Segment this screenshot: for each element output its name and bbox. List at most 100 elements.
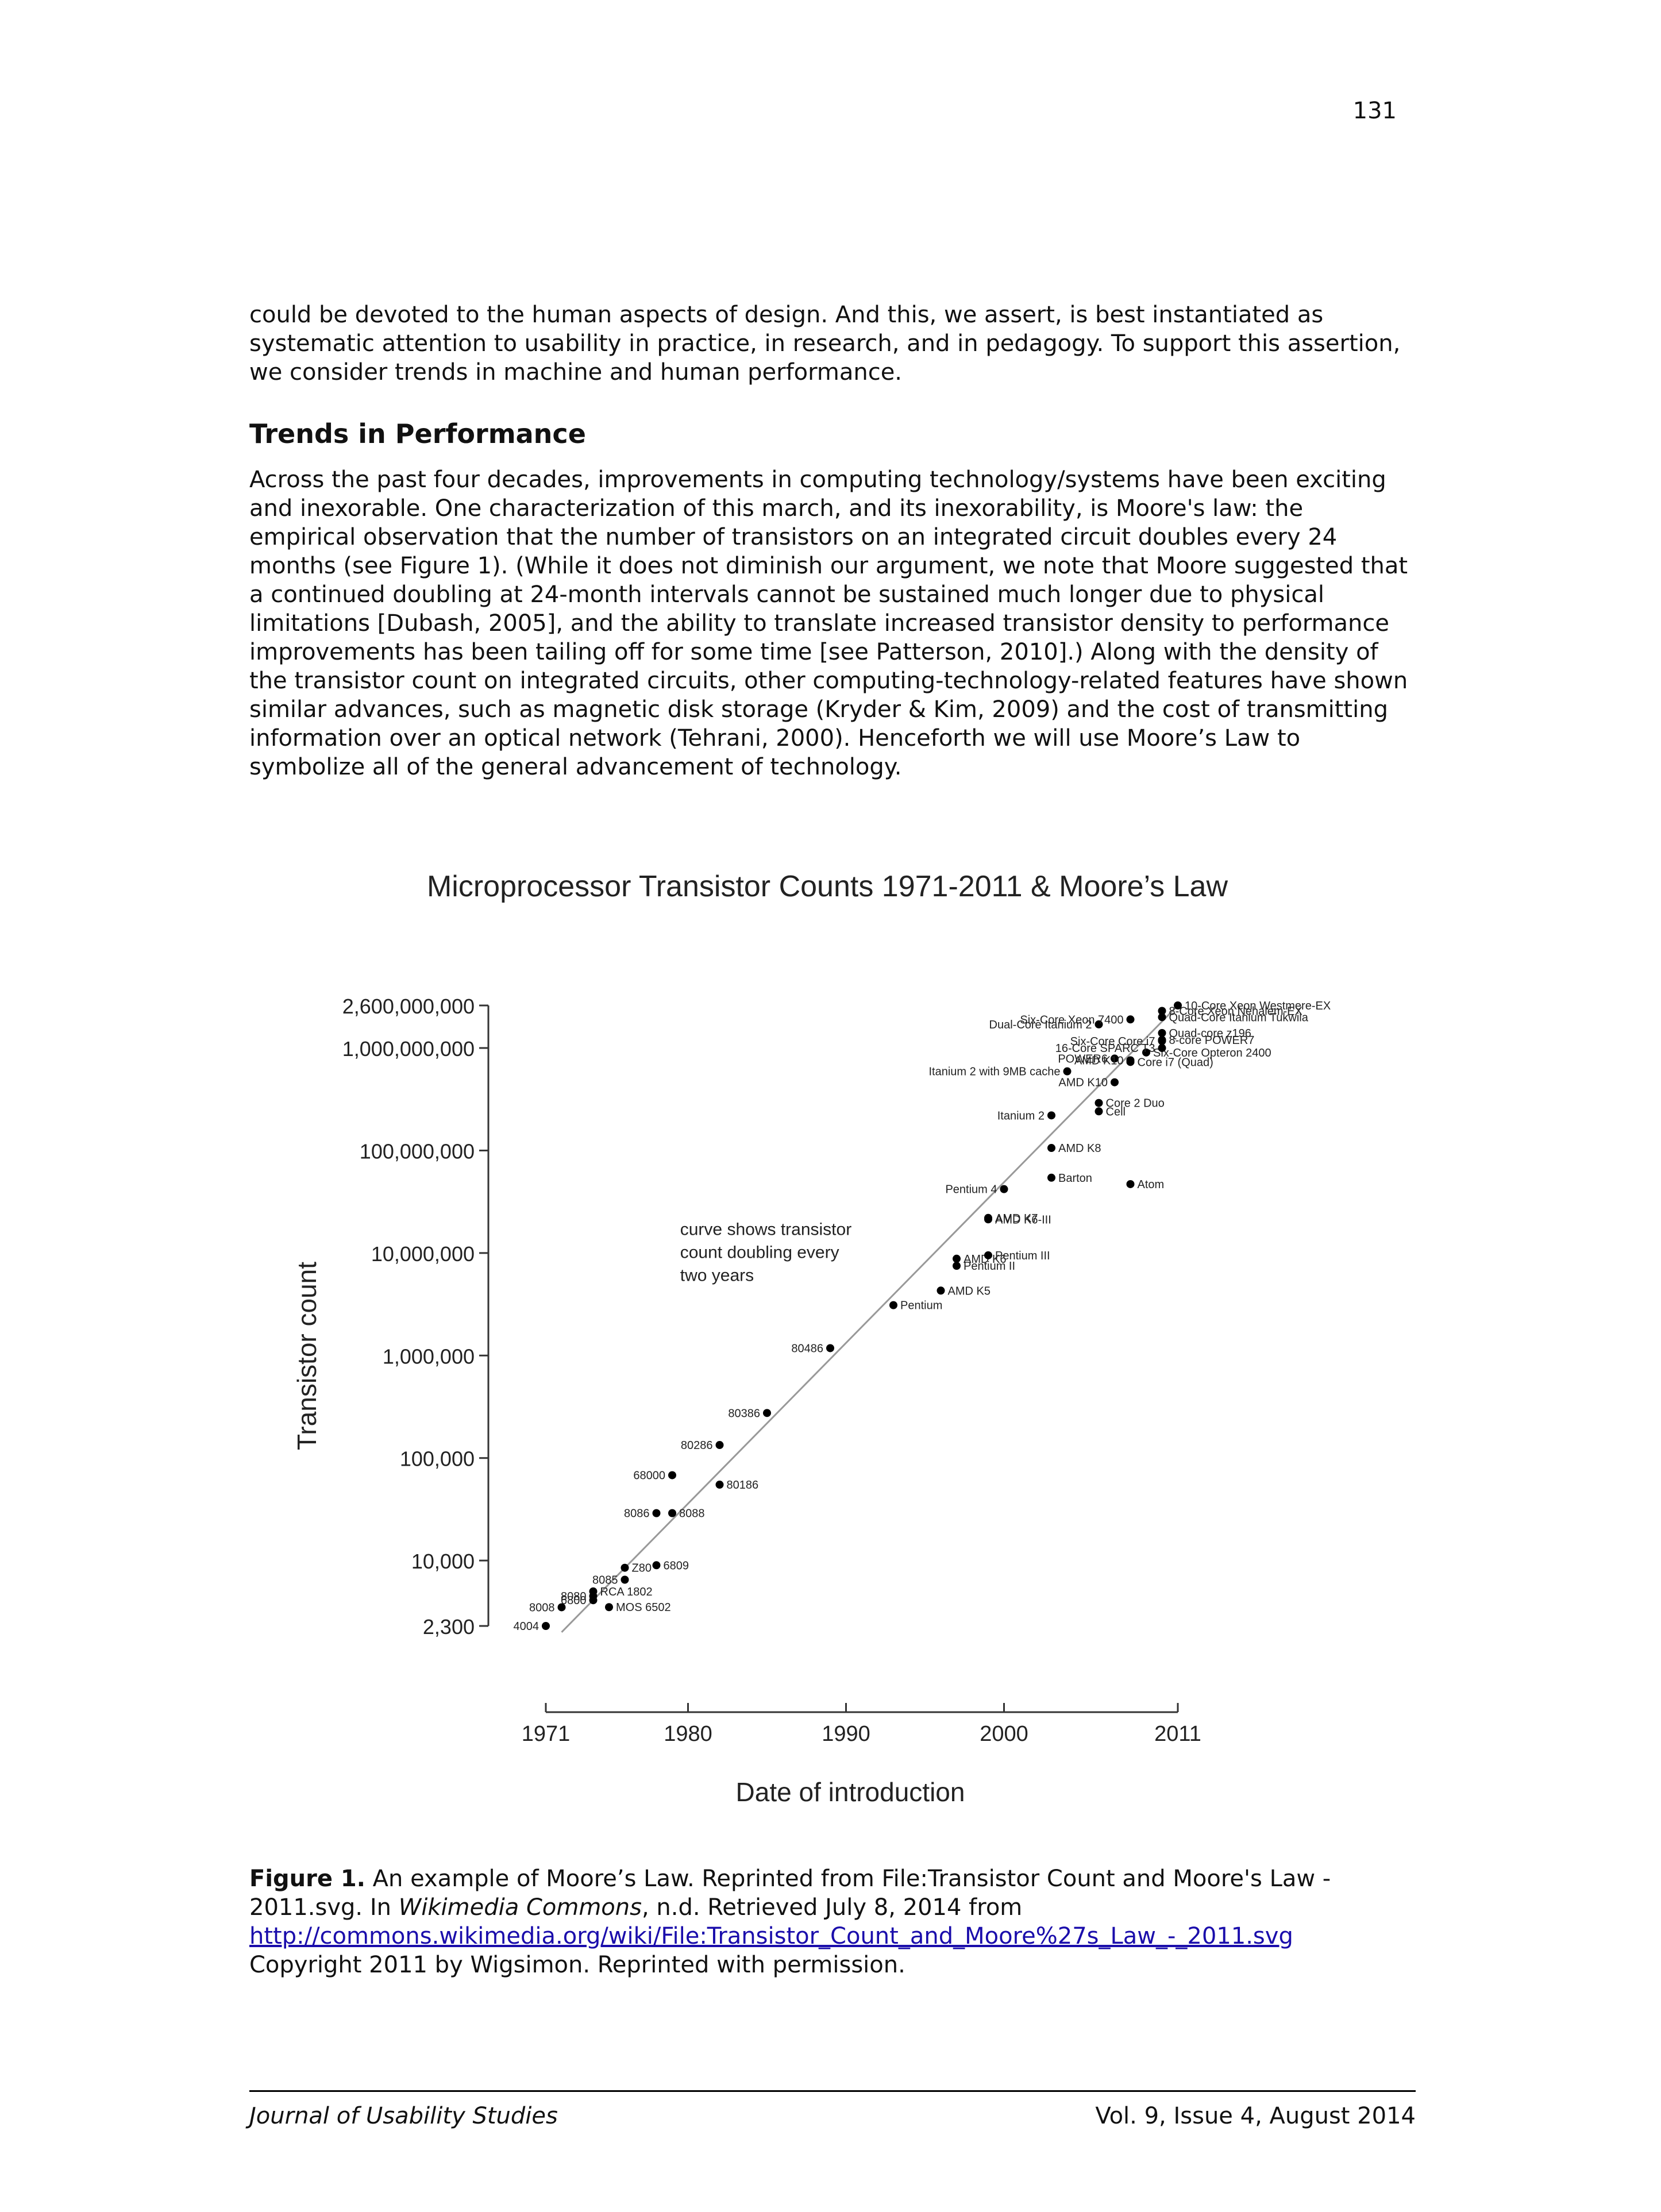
data-point [715, 1481, 724, 1489]
data-point [1158, 1007, 1166, 1015]
data-point [1095, 1020, 1103, 1028]
chart-axes: 2,600,000,000 1,000,000,000 100,000,000 10,… [342, 995, 1201, 1746]
data-point [605, 1603, 613, 1612]
data-point-label: 80386 [728, 1407, 760, 1420]
data-point [937, 1286, 945, 1295]
data-point [1063, 1067, 1072, 1076]
data-point-label: 6800 [561, 1594, 587, 1607]
data-point-label: Quad-core z196 [1169, 1027, 1251, 1040]
data-point [1111, 1054, 1119, 1063]
data-point [826, 1344, 834, 1352]
data-point-label: Pentium III [995, 1250, 1050, 1262]
paragraph-trends: Across the past four decades, improvemen… [249, 467, 1408, 780]
data-point-label: AMD K5 [948, 1285, 991, 1297]
data-point [589, 1596, 598, 1605]
y-tick-label: 2,600,000,000 [342, 995, 475, 1018]
data-point-label: Six-Core Opteron 2400 [1153, 1047, 1271, 1059]
data-point-label: AMD K10 [1074, 1055, 1124, 1068]
data-point-label: 8086 [624, 1508, 650, 1520]
data-point [763, 1409, 771, 1417]
x-tick-label: 1971 [522, 1722, 571, 1746]
data-point-label: AMD K6 [964, 1253, 1006, 1266]
data-point [715, 1441, 724, 1450]
caption-text-3: Copyright 2011 by Wigsimon. Reprinted wi… [249, 1952, 905, 1978]
data-point-label: AMD K8 [1058, 1142, 1101, 1155]
data-point [1047, 1173, 1055, 1182]
data-point-label: Itanium 2 [997, 1109, 1045, 1122]
data-point-label: Z80 [632, 1562, 652, 1575]
x-tick-label: 2000 [980, 1722, 1028, 1746]
trend-line [561, 1004, 1179, 1633]
section-heading: Trends in Performance [249, 418, 586, 449]
data-point [1158, 1044, 1166, 1053]
data-point-label: 10-Core Xeon Westmere-EX [1185, 1000, 1331, 1012]
data-point [621, 1575, 629, 1584]
data-point-label: 80186 [727, 1479, 759, 1492]
x-axis-label: Date of introduction [736, 1777, 965, 1807]
x-tick-label: 1980 [664, 1722, 712, 1746]
data-point-label: 16-Core SPARC T3 [1055, 1042, 1155, 1055]
footer-issue: Vol. 9, Issue 4, August 2014 [1095, 2103, 1416, 2129]
data-point-label: 68000 [633, 1470, 665, 1482]
data-point-label: 8-Core Xeon Nehalem-EX [1169, 1005, 1302, 1018]
data-point [1047, 1111, 1055, 1120]
data-point [953, 1254, 961, 1263]
data-point-label: Itanium 2 with 9MB cache [929, 1066, 1061, 1078]
footer-divider [249, 2090, 1416, 2092]
data-point-label: AMD K10 [1058, 1077, 1108, 1089]
data-point [542, 1622, 550, 1630]
data-point [1095, 1107, 1103, 1116]
data-point-label: MOS 6502 [616, 1601, 671, 1614]
data-point-label: Cell [1106, 1105, 1126, 1118]
data-point [668, 1471, 676, 1479]
data-point-label: AMD K7 [995, 1212, 1038, 1225]
data-point [953, 1262, 961, 1270]
annotation-line: count doubling every [680, 1243, 839, 1262]
moores-law-curve [561, 1004, 1179, 1633]
y-tick-label: 2,300 [423, 1615, 475, 1639]
data-point-label: Core i7 (Quad) [1138, 1056, 1213, 1069]
data-point [652, 1561, 661, 1570]
data-point-label: AMD K6-III [995, 1213, 1051, 1226]
data-point-label: 6809 [664, 1559, 689, 1572]
y-tick-label: 1,000,000 [383, 1344, 475, 1368]
y-tick-label: 10,000 [411, 1550, 475, 1573]
data-point [1126, 1180, 1135, 1188]
data-point-label: RCA 1802 [600, 1586, 653, 1598]
data-point-label: 80486 [791, 1342, 823, 1355]
data-points: 4004 8008 8080 RCA 1802 MOS 6502 6800 8085 Z80 6… [514, 1000, 1331, 1633]
data-point [1095, 1099, 1103, 1107]
data-point [557, 1603, 566, 1612]
data-point-label: Six-Core Xeon 7400 [1020, 1013, 1123, 1026]
data-point [1126, 1056, 1135, 1065]
figure-moores-law: Microprocessor Transistor Counts 1971-20… [282, 856, 1373, 1833]
y-tick-label: 100,000,000 [360, 1139, 475, 1163]
data-point-label: Atom [1138, 1178, 1165, 1191]
caption-link[interactable]: http://commons.wikimedia.org/wiki/File:T… [249, 1923, 1293, 1949]
data-point-label: Pentium 4 [945, 1184, 997, 1196]
caption-source: Wikimedia Commons [398, 1894, 642, 1921]
data-point-label: Pentium II [964, 1260, 1015, 1273]
caption-text-2: , n.d. Retrieved July 8, 2014 from [641, 1894, 1023, 1921]
data-point-label: 8008 [529, 1601, 555, 1614]
data-point-label: Barton [1058, 1172, 1092, 1185]
data-point [1126, 1015, 1135, 1024]
data-point [621, 1563, 629, 1572]
x-tick-label: 2011 [1154, 1722, 1201, 1746]
y-tick-label: 100,000 [400, 1447, 475, 1471]
paragraph-intro: could be devoted to the human aspects of… [249, 302, 1401, 386]
chart-title: Microprocessor Transistor Counts 1971-20… [427, 870, 1228, 903]
page-number: 131 [1352, 98, 1397, 124]
data-point [889, 1301, 897, 1309]
data-point-label: 8080 [561, 1590, 587, 1603]
data-point [589, 1587, 598, 1596]
data-point-label: 8085 [592, 1574, 618, 1587]
data-point [1174, 1001, 1182, 1009]
y-tick-label: 1,000,000,000 [342, 1037, 475, 1061]
data-point [652, 1509, 661, 1517]
data-point-label: 8-core POWER7 [1169, 1034, 1255, 1047]
transistor-chart: Microprocessor Transistor Counts 1971-20… [292, 870, 1331, 1807]
data-point-label: POWER6 [1058, 1053, 1108, 1065]
caption-label: Figure 1. [249, 1866, 365, 1892]
y-axis-label: Transistor count [292, 1262, 322, 1450]
